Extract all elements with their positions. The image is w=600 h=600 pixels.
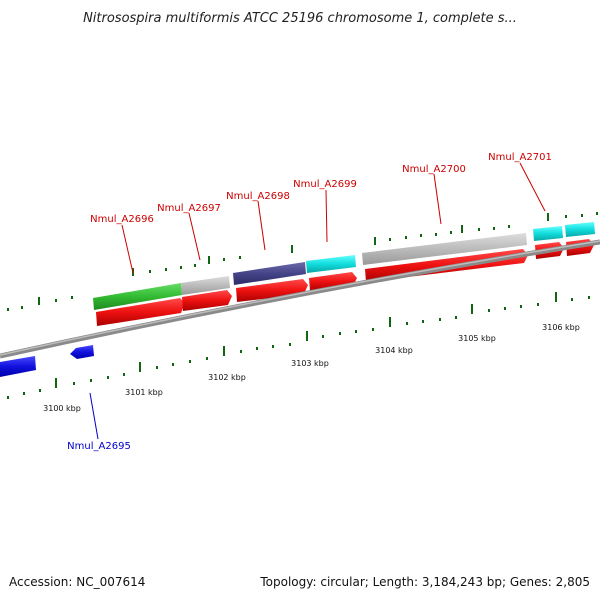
inner-tick-row	[7, 292, 590, 399]
cds-arrow-nmul-a2696[interactable]	[96, 298, 185, 326]
ruler-label: 3100 kbp	[43, 404, 81, 413]
feature-nmul-a2697-cog[interactable]	[181, 276, 230, 295]
gene-label-nmul-a2695[interactable]: Nmul_A2695	[67, 441, 131, 452]
ruler-label: 3105 kbp	[458, 334, 496, 343]
gene-label-nmul-a2701[interactable]: Nmul_A2701	[488, 152, 552, 163]
feature-nmul-a2701-cog[interactable]	[533, 226, 563, 241]
feature-next-cog[interactable]	[565, 222, 595, 237]
feature-nmul-a2700-cog[interactable]	[362, 233, 527, 265]
leader-line	[89, 392, 99, 440]
cds-arrow-nmul-a2695[interactable]	[70, 345, 94, 359]
genome-summary-text: Topology: circular; Length: 3,184,243 bp…	[259, 575, 590, 589]
reverse-cds-track	[0, 345, 94, 377]
forward-cds-track	[96, 239, 594, 326]
ruler-label: 3102 kbp	[208, 373, 246, 382]
leader-line	[188, 212, 201, 261]
gene-label-nmul-a2697[interactable]: Nmul_A2697	[157, 203, 221, 214]
accession-text: Accession: NC_007614	[9, 575, 145, 589]
gene-label-nmul-a2696[interactable]: Nmul_A2696	[90, 214, 154, 225]
ruler-label: 3103 kbp	[291, 359, 329, 368]
kbp-ruler-labels: 3100 kbp 3101 kbp 3102 kbp 3103 kbp 3104…	[43, 323, 580, 413]
chromosome-backbone	[0, 239, 600, 359]
cds-arrow-nmul-a2694[interactable]	[0, 356, 36, 377]
gene-label-nmul-a2698[interactable]: Nmul_A2698	[226, 191, 290, 202]
gene-label-nmul-a2699[interactable]: Nmul_A2699	[293, 179, 357, 190]
leader-line	[519, 162, 546, 212]
chromosome-backbone-highlight	[0, 240, 600, 356]
outer-tick-row	[7, 212, 598, 311]
ruler-label: 3104 kbp	[375, 346, 413, 355]
feature-nmul-a2696-cog[interactable]	[93, 283, 182, 310]
leader-line	[257, 200, 266, 251]
gene-labels: Nmul_A2695 Nmul_A2696 Nmul_A2697 Nmul_A2…	[67, 152, 552, 452]
ruler-label: 3101 kbp	[125, 388, 163, 397]
map-title: Nitrosospira multiformis ATCC 25196 chro…	[83, 11, 517, 26]
cog-feature-track	[93, 222, 595, 310]
feature-nmul-a2699-cog[interactable]	[306, 255, 356, 273]
label-leader-lines	[89, 162, 546, 440]
cds-arrow-nmul-a2698[interactable]	[236, 279, 308, 302]
leader-line	[433, 173, 442, 225]
ruler-label: 3106 kbp	[542, 323, 580, 332]
feature-nmul-a2698-cog[interactable]	[233, 262, 306, 285]
leader-line	[325, 189, 328, 243]
leader-line	[121, 224, 134, 274]
gene-label-nmul-a2700[interactable]: Nmul_A2700	[402, 164, 466, 175]
cds-arrow-nmul-a2697[interactable]	[182, 290, 232, 311]
